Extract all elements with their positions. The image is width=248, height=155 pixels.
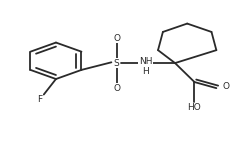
Text: H: H [143,67,149,76]
Text: S: S [114,59,120,68]
Text: F: F [38,95,43,104]
Text: HO: HO [187,103,201,112]
Text: O: O [222,82,229,91]
Text: NH: NH [139,57,153,66]
Text: O: O [113,33,120,42]
Text: O: O [113,84,120,93]
